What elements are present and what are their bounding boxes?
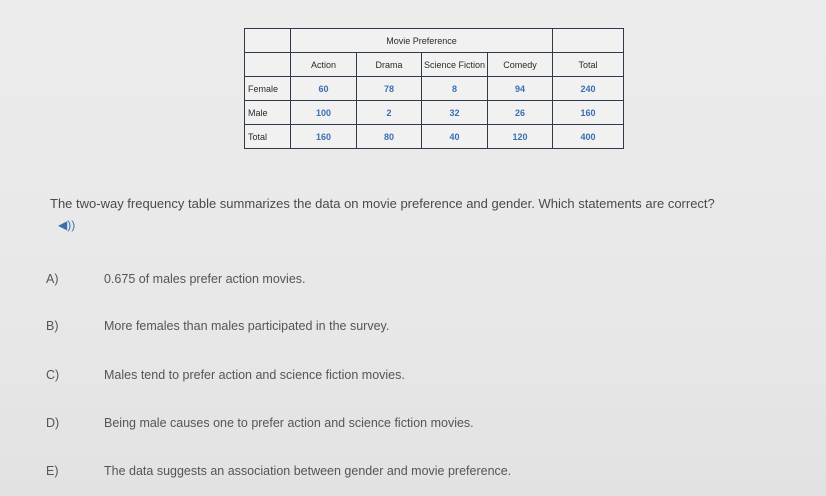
cell: 40 [421,124,488,149]
table-row: Male 100 2 32 26 160 [244,100,624,125]
option-a[interactable]: A) 0.675 of males prefer action movies. [0,272,826,292]
col-header: Comedy [487,52,553,77]
option-text: Males tend to prefer action and science … [104,368,405,382]
cell: 80 [356,124,422,149]
question-text: The two-way frequency table summarizes t… [50,196,715,211]
cell: 8 [421,76,488,101]
cell: 94 [487,76,553,101]
cell: 2 [356,100,422,125]
option-letter: E) [46,464,59,478]
col-header: Drama [356,52,422,77]
cell: 400 [552,124,624,149]
speaker-icon[interactable]: ◀)) [58,218,76,232]
cell: 26 [487,100,553,125]
option-text: 0.675 of males prefer action movies. [104,272,306,286]
option-c[interactable]: C) Males tend to prefer action and scien… [0,368,826,388]
option-text: Being male causes one to prefer action a… [104,416,474,430]
option-text: The data suggests an association between… [104,464,512,478]
table-row: Total 160 80 40 120 400 [244,124,624,149]
frequency-table: Movie Preference Action Drama Science Fi… [244,28,624,149]
cell: 32 [421,100,488,125]
corner-cell [244,52,291,77]
option-letter: C) [46,368,60,382]
option-b[interactable]: B) More females than males participated … [0,319,826,339]
col-header: Science Fiction [421,52,488,77]
cell: 100 [290,100,357,125]
row-label: Total [244,124,291,149]
col-header: Total [552,52,624,77]
cell: 160 [552,100,624,125]
cell: 78 [356,76,422,101]
table-row: Female 60 78 8 94 240 [244,76,624,101]
row-label: Female [244,76,291,101]
corner-cell [244,28,291,53]
cell: 120 [487,124,553,149]
col-header: Action [290,52,357,77]
empty-cell [552,28,624,53]
cell: 60 [290,76,357,101]
option-letter: B) [46,319,59,333]
option-letter: D) [46,416,60,430]
option-text: More females than males participated in … [104,319,390,333]
group-header: Movie Preference [290,28,553,53]
cell: 240 [552,76,624,101]
cell: 160 [290,124,357,149]
option-d[interactable]: D) Being male causes one to prefer actio… [0,416,826,436]
option-letter: A) [46,272,59,286]
row-label: Male [244,100,291,125]
option-e[interactable]: E) The data suggests an association betw… [0,464,826,484]
